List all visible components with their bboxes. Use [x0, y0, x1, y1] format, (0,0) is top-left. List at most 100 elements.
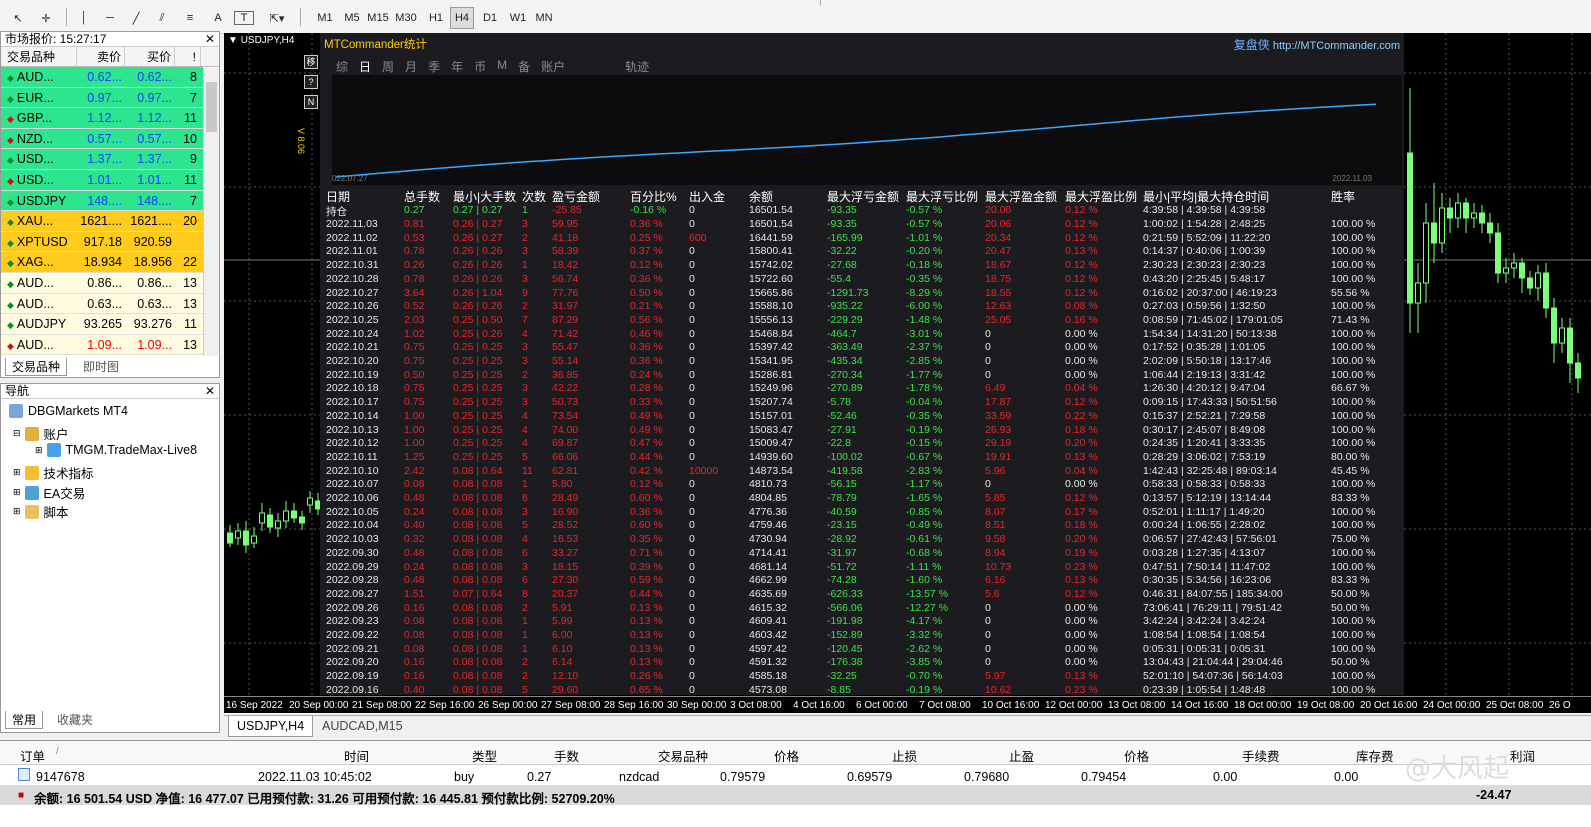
horizontal-line-icon[interactable]: ─: [106, 12, 114, 24]
chart-tab-usdjpy[interactable]: USDJPY,H4: [228, 716, 314, 737]
panel-tab[interactable]: 季: [428, 60, 441, 74]
column-symbol[interactable]: 交易品种: [1, 47, 77, 66]
fibonacci-icon[interactable]: ≡: [186, 12, 194, 24]
market-watch-row[interactable]: ◆ AUD... 1.09... 1.09... 13: [1, 334, 203, 356]
tab-favorites[interactable]: 收藏夹: [57, 713, 94, 727]
terminal-column[interactable]: 订单: [20, 750, 46, 764]
nav-expert-advisors[interactable]: ⊞ EA交易: [13, 485, 86, 501]
nav-terminal-root[interactable]: DBGMarkets MT4: [9, 404, 128, 418]
nav-scripts[interactable]: ⊞ 脚本: [13, 504, 69, 520]
scrollbar[interactable]: [203, 68, 219, 356]
vertical-line-icon[interactable]: │: [80, 12, 88, 24]
candle: [275, 520, 281, 529]
cursor-icon[interactable]: ↖: [13, 12, 23, 25]
shapes-dropdown-icon[interactable]: ⇱▾: [269, 12, 285, 25]
label-tool-icon[interactable]: T: [234, 11, 254, 25]
terminal-column[interactable]: 库存费: [1356, 750, 1394, 764]
market-watch-row[interactable]: ◆ NZD... 0.57... 0.57... 10: [1, 128, 203, 150]
scrollbar-thumb[interactable]: [206, 82, 217, 132]
table-header-cell[interactable]: 次数: [522, 190, 547, 204]
close-icon[interactable]: ✕: [204, 384, 215, 398]
table-header-cell[interactable]: 百分比%: [630, 190, 677, 204]
tab-common[interactable]: 常用: [5, 711, 44, 729]
text-tool-icon[interactable]: A: [214, 12, 222, 24]
close-icon[interactable]: ✕: [204, 32, 215, 46]
market-watch-row[interactable]: ◆ AUDJPY 93.265 93.276 11: [1, 314, 203, 335]
panel-site[interactable]: 复盘侠 http://MTCommander.com: [1233, 38, 1400, 52]
market-watch-row[interactable]: ◆ AUD... 0.63... 0.63... 13: [1, 293, 203, 315]
market-watch-row[interactable]: ◆ USD... 1.01... 1.01... 11: [1, 169, 203, 191]
crosshair-icon[interactable]: ✛: [41, 12, 51, 25]
panel-side-button[interactable]: ?: [304, 75, 318, 89]
table-header-cell[interactable]: 胜率: [1331, 190, 1356, 204]
panel-tab[interactable]: 账户: [541, 60, 566, 74]
table-header-cell[interactable]: 最大浮亏金额: [827, 190, 900, 204]
column-bid[interactable]: 卖价: [77, 47, 125, 66]
panel-tab[interactable]: M: [497, 58, 508, 72]
panel-tab[interactable]: 轨迹: [625, 60, 650, 74]
nav-account-live8[interactable]: ⊞ TMGM.TradeMax-Live8: [35, 443, 198, 457]
timeframe-w1[interactable]: W1: [509, 12, 527, 24]
timeframe-d1[interactable]: D1: [482, 12, 498, 24]
channel-icon[interactable]: ⫽: [159, 11, 165, 24]
timeframe-h4[interactable]: H4: [450, 7, 474, 29]
table-header-cell[interactable]: 最大浮盈比例: [1065, 190, 1138, 204]
column-spread[interactable]: !: [175, 47, 201, 66]
panel-tab[interactable]: 备: [518, 60, 531, 74]
terminal-column[interactable]: 利润: [1510, 750, 1536, 764]
terminal-column[interactable]: 手续费: [1242, 750, 1280, 764]
terminal-column[interactable]: 止损: [892, 750, 918, 764]
timeframe-m1[interactable]: M1: [317, 12, 333, 24]
terminal-column[interactable]: 交易品种: [658, 750, 709, 764]
table-header-cell[interactable]: 出入金: [689, 190, 726, 204]
nav-accounts[interactable]: ⊟ 账户: [13, 426, 69, 442]
panel-tab[interactable]: 周: [382, 60, 395, 74]
market-watch-row[interactable]: ◆ EUR... 0.97... 0.97... 7: [1, 87, 203, 109]
table-cell: 0.18 %: [1065, 519, 1098, 532]
tab-tick-chart[interactable]: 即时图: [83, 360, 120, 374]
table-header-cell[interactable]: 总手数: [404, 190, 441, 204]
timeframe-mn[interactable]: MN: [535, 12, 553, 24]
nav-indicators[interactable]: ⊞ 技术指标: [13, 465, 94, 481]
market-watch-row[interactable]: ◆ AUD... 0.62... 0.62... 8: [1, 67, 203, 88]
market-watch-row[interactable]: ◆ GBP... 1.12... 1.12... 11: [1, 108, 203, 129]
terminal-column[interactable]: 价格: [1124, 750, 1150, 764]
terminal-column[interactable]: /: [56, 746, 59, 757]
market-watch-row[interactable]: ◆ USDJPY 148.... 148.... 7: [1, 190, 203, 212]
balance-row: ■ 余额: 16 501.54 USD 净值: 16 477.07 已用预付款:…: [0, 786, 1591, 806]
timeframe-m30[interactable]: M30: [395, 12, 417, 24]
terminal-column[interactable]: 手数: [554, 750, 580, 764]
table-header-cell[interactable]: 最小|平均|最大持仓时间: [1143, 190, 1270, 204]
table-header-cell[interactable]: 最大浮亏比例: [906, 190, 979, 204]
tab-symbols[interactable]: 交易品种: [5, 358, 68, 376]
order-row[interactable]: 9147678 2022.11.03 10:45:02 buy 0.27 nzdcad 0…: [0, 765, 1591, 786]
table-header-cell[interactable]: 最小|大手数: [453, 190, 517, 204]
table-header-cell[interactable]: 余额: [749, 190, 774, 204]
market-watch-row[interactable]: ◆ XPTUSD 917.18 920.59: [1, 231, 203, 253]
panel-side-button[interactable]: 移: [304, 55, 318, 69]
terminal-column[interactable]: 时间: [344, 750, 370, 764]
panel-tab[interactable]: 日: [359, 60, 372, 74]
timeframe-m15[interactable]: M15: [367, 12, 389, 24]
terminal-column[interactable]: 价格: [774, 750, 800, 764]
table-cell: 0.08 | 0.08: [453, 478, 503, 491]
column-ask[interactable]: 买价: [125, 47, 175, 66]
timeframe-m5[interactable]: M5: [344, 12, 360, 24]
market-watch-row[interactable]: ◆ USD... 1.37... 1.37... 9: [1, 149, 203, 170]
panel-tab[interactable]: 月: [405, 60, 418, 74]
table-header-cell[interactable]: 日期: [326, 190, 351, 204]
table-header-cell[interactable]: 最大浮盈金额: [985, 190, 1058, 204]
market-watch-row[interactable]: ◆ XAG... 18.934 18.956 22: [1, 252, 203, 273]
trendline-icon[interactable]: ╱: [132, 12, 140, 25]
timeframe-h1[interactable]: H1: [428, 12, 444, 24]
terminal-column[interactable]: 类型: [472, 750, 498, 764]
market-watch-row[interactable]: ◆ XAU... 1621.... 1621.... 20: [1, 211, 203, 232]
panel-tab[interactable]: 综: [336, 60, 349, 74]
panel-tab[interactable]: 币: [474, 60, 487, 74]
panel-side-button[interactable]: N: [304, 95, 318, 109]
terminal-column[interactable]: 止盈: [1009, 750, 1035, 764]
chart-tab-audcad[interactable]: AUDCAD,M15: [322, 719, 403, 733]
panel-tab[interactable]: 年: [451, 60, 464, 74]
market-watch-row[interactable]: ◆ AUD... 0.86... 0.86... 13: [1, 272, 203, 294]
table-header-cell[interactable]: 盈亏金额: [552, 190, 601, 204]
